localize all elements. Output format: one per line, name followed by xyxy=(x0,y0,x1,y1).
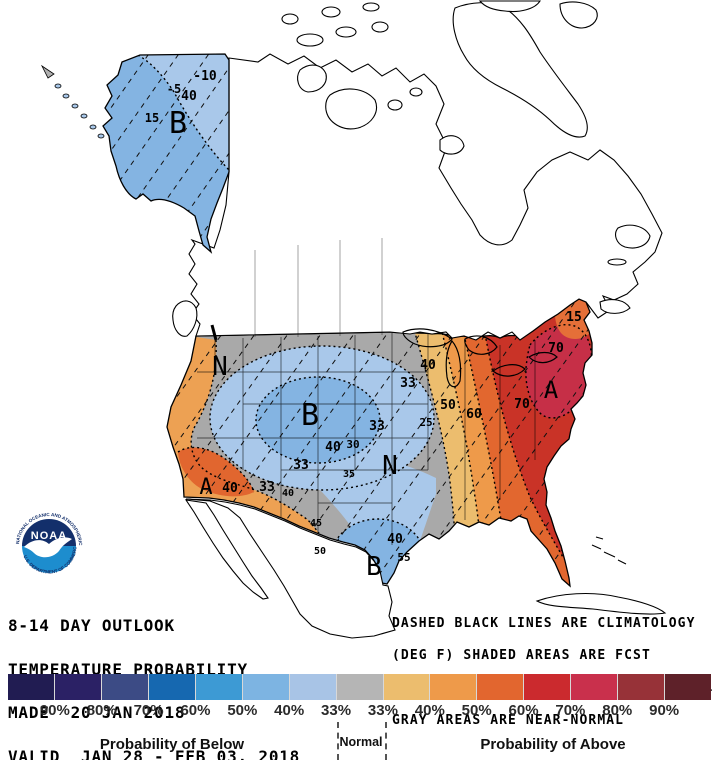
legend-swatch-5 xyxy=(242,674,290,700)
map-label-33: 33 xyxy=(259,480,275,495)
map-label-40: 40 xyxy=(387,532,403,547)
legend-swatch-14 xyxy=(665,674,712,700)
map-label-33: 33 xyxy=(400,376,416,391)
legend-swatch-9 xyxy=(430,674,478,700)
climatology-dash-line xyxy=(0,38,70,280)
legend-tick-80pct-above: 80% xyxy=(602,702,633,719)
state-borders xyxy=(197,332,536,545)
title-line-2: TEMPERATURE PROBABILITY xyxy=(8,659,248,679)
map-label-70: 70 xyxy=(548,341,564,356)
noaa-bird-icon xyxy=(24,537,72,558)
climatology-dash-line xyxy=(647,295,719,615)
climatology-dash-line xyxy=(614,295,719,615)
legend-tick-80pct-below: 80% xyxy=(86,702,117,719)
title-line-1: 8-14 DAY OUTLOOK xyxy=(8,616,175,635)
legend-tick-70pct-below: 70% xyxy=(133,702,164,719)
map-label-40: 40 xyxy=(282,488,294,499)
legend-swatch-8 xyxy=(383,674,431,700)
map-label-50: 50 xyxy=(440,398,456,413)
legend-color-bar xyxy=(8,674,712,700)
title-line-3: MADE 20 JAN 2018 xyxy=(8,703,186,722)
legend-swatch-4 xyxy=(195,674,243,700)
legend-tick-50pct-below: 50% xyxy=(227,702,258,719)
normal-divider-right xyxy=(385,722,387,760)
legend-tick-33pct-above: 33% xyxy=(367,702,398,719)
map-label-33: 33 xyxy=(293,458,309,473)
climatology-dash-line xyxy=(680,295,719,615)
map-label-33: 33 xyxy=(369,419,385,434)
great-lakes xyxy=(402,328,558,388)
map-label-30: 30 xyxy=(346,438,359,451)
legend-below-label: Probability of Below xyxy=(99,736,245,753)
climatology-dash-line xyxy=(713,295,719,615)
noaa-logo-text: NOAA xyxy=(31,530,67,542)
climatology-dash-line xyxy=(103,54,131,252)
mexico xyxy=(184,498,396,639)
map-label-25: 25 xyxy=(419,416,432,429)
map-label-45: 45 xyxy=(310,518,322,529)
legend-normal-label: Normal xyxy=(339,735,383,749)
map-label-55: 55 xyxy=(397,551,410,564)
puget-sound xyxy=(210,324,218,341)
climatology-dash-line xyxy=(580,299,592,586)
legend-above-label: Probability of Above xyxy=(480,736,626,753)
map-label-15: 15 xyxy=(145,111,159,125)
legend-swatch-2 xyxy=(101,674,149,700)
title-block: 8-14 DAY OUTLOOK TEMPERATURE PROBABILITY… xyxy=(8,590,300,760)
map-label-B: B xyxy=(169,106,187,141)
map-label-50: 50 xyxy=(314,546,326,557)
canada xyxy=(172,0,663,341)
legend-tick-90pct-below: 90% xyxy=(39,702,70,719)
legend-swatch-10 xyxy=(477,674,525,700)
legend-tick-40pct-below: 40% xyxy=(274,702,305,719)
map-label-N: N xyxy=(382,451,398,481)
map-label-A: A xyxy=(199,475,212,500)
legend-tick-70pct-above: 70% xyxy=(555,702,586,719)
legend-swatch-0 xyxy=(8,674,55,700)
map-label-40: 40 xyxy=(222,481,238,496)
noaa-logo: NOAA NATIONAL OCEANIC AND ATMOSPHERIC AD… xyxy=(14,509,83,579)
probability-legend: 90% 80% 70% 60% 50% 40% 33% 33% 40% 50% 60% 70% 80% 9… xyxy=(0,670,719,760)
alaska xyxy=(0,38,230,280)
map-label-A: A xyxy=(544,376,559,404)
annotation-line-2: (DEG F) SHADED AREAS ARE FCST xyxy=(392,647,651,663)
legend-swatch-11 xyxy=(524,674,572,700)
map-label-N: N xyxy=(212,352,228,382)
legend-swatch-1 xyxy=(54,674,102,700)
legend-tick-40pct-above: 40% xyxy=(414,702,445,719)
map-label-B: B xyxy=(366,552,382,582)
legend-swatch-7 xyxy=(336,674,384,700)
cuba-bahamas xyxy=(535,536,667,615)
normal-divider-left xyxy=(337,722,339,760)
legend-tick-60pct-above: 60% xyxy=(508,702,539,719)
annotation-line-1: DASHED BLACK LINES ARE CLIMATOLOGY xyxy=(392,615,696,631)
legend-swatch-12 xyxy=(571,674,619,700)
map-label-70: 70 xyxy=(514,397,530,412)
title-line-4: VALID JAN 28 - FEB 03, 2018 xyxy=(8,746,301,760)
map-label-60: 60 xyxy=(466,407,482,422)
map-label-40: 40 xyxy=(181,89,197,104)
map-label-15: 15 xyxy=(566,310,582,325)
legend-tick-33pct-below: 33% xyxy=(321,702,352,719)
province-borders xyxy=(254,238,383,337)
map-label-35: 35 xyxy=(343,469,355,480)
legend-swatch-6 xyxy=(289,674,337,700)
legend-tick-50pct-above: 50% xyxy=(461,702,492,719)
map-label-40: 40 xyxy=(325,440,341,455)
map-label-B: B xyxy=(301,398,319,433)
annotation-line-4: GRAY AREAS ARE NEAR-NORMAL xyxy=(392,712,625,728)
aleutian-islands xyxy=(40,64,105,139)
legend-swatch-13 xyxy=(618,674,666,700)
legend-swatch-3 xyxy=(148,674,196,700)
map-label-40: 40 xyxy=(420,358,436,373)
map-label--5: -5 xyxy=(167,82,181,96)
map-label--10: -10 xyxy=(193,69,217,84)
legend-tick-60pct-below: 60% xyxy=(180,702,211,719)
legend-tick-90pct-above: 90% xyxy=(649,702,680,719)
